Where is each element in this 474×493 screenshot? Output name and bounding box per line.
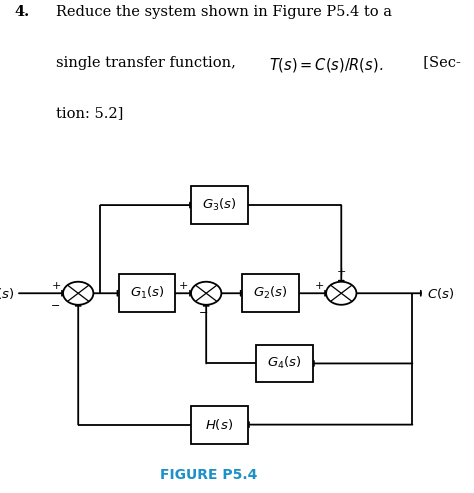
Text: tion: 5.2]: tion: 5.2] xyxy=(55,106,123,120)
Text: +: + xyxy=(337,267,346,277)
Text: −: − xyxy=(51,301,61,311)
Bar xyxy=(242,275,299,312)
Circle shape xyxy=(326,282,356,305)
Text: $C(s)$: $C(s)$ xyxy=(427,286,454,301)
Text: [Sec-: [Sec- xyxy=(414,56,461,70)
Text: $R(s)$: $R(s)$ xyxy=(0,286,14,301)
Text: FIGURE P5.4: FIGURE P5.4 xyxy=(160,468,257,482)
Text: $H(s)$: $H(s)$ xyxy=(205,417,234,432)
Text: $T(s) = C(s)/R(s)$.: $T(s) = C(s)/R(s)$. xyxy=(269,56,384,73)
Text: $G_1(s)$: $G_1(s)$ xyxy=(130,285,164,301)
Text: +: + xyxy=(179,282,189,291)
Circle shape xyxy=(191,282,221,305)
Bar xyxy=(191,186,248,224)
Text: $G_2(s)$: $G_2(s)$ xyxy=(253,285,287,301)
Bar xyxy=(191,406,248,444)
Text: $G_4(s)$: $G_4(s)$ xyxy=(267,355,301,372)
Text: +: + xyxy=(314,282,324,291)
Text: single transfer function,: single transfer function, xyxy=(55,56,245,70)
Circle shape xyxy=(63,282,93,305)
Text: −: − xyxy=(199,308,208,318)
Text: 4.: 4. xyxy=(14,5,29,19)
Bar xyxy=(256,345,313,383)
Text: $G_3(s)$: $G_3(s)$ xyxy=(202,197,237,213)
Text: +: + xyxy=(51,282,61,291)
Bar xyxy=(118,275,175,312)
Text: Reduce the system shown in Figure P5.4 to a: Reduce the system shown in Figure P5.4 t… xyxy=(55,5,392,19)
